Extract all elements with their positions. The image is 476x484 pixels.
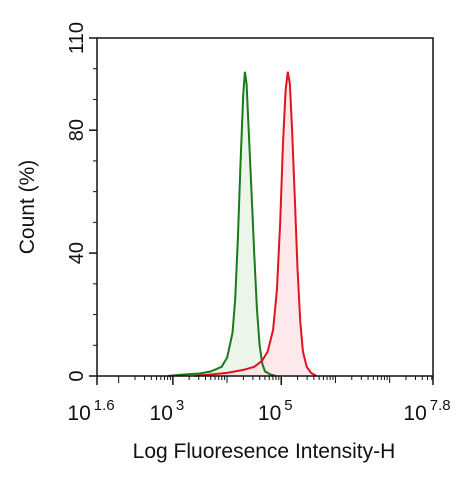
x-tick-exponent: 7.8	[430, 397, 451, 414]
x-tick-base: 10	[403, 402, 426, 425]
x-tick-exponent: 1.6	[94, 397, 115, 414]
histogram-line	[167, 71, 277, 377]
x-tick-label: 10 7.8	[403, 397, 450, 425]
x-tick-exponent: 3	[176, 397, 184, 414]
x-tick-exponent: 5	[284, 397, 292, 414]
y-tick-label: 0	[66, 370, 88, 381]
x-tick-label: 10 3	[150, 397, 185, 425]
x-axis-label: Log Fluoresence Intensity-H	[133, 440, 396, 463]
y-tick-label: 40	[66, 242, 88, 264]
histogram-line	[194, 71, 317, 377]
y-tick-label: 80	[66, 119, 88, 141]
y-tick-label: 110	[66, 22, 88, 54]
x-tick-label: 10 1.6	[67, 397, 114, 425]
x-tick-base: 10	[67, 402, 90, 425]
x-tick-base: 10	[258, 402, 281, 425]
area-fill	[194, 71, 317, 377]
x-tick-label: 10 5	[258, 397, 293, 425]
y-axis-label: Count (%)	[16, 160, 39, 255]
x-tick-base: 10	[150, 402, 173, 425]
